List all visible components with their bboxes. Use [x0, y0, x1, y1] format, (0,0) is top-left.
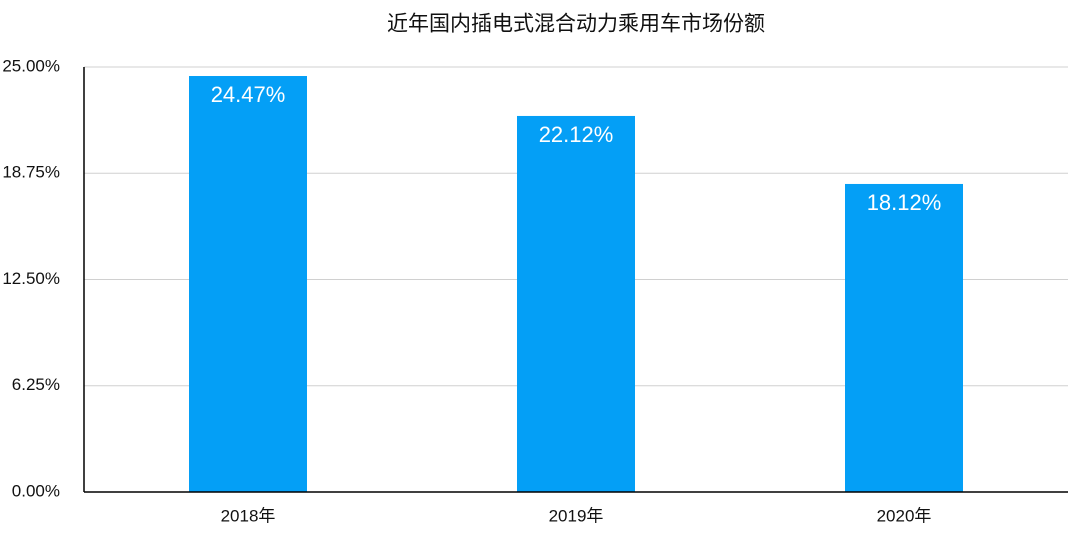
y-tick-label: 0.00%	[12, 481, 60, 500]
bar	[189, 76, 307, 492]
y-tick-label: 6.25%	[12, 375, 60, 394]
y-tick-label: 12.50%	[2, 269, 60, 288]
x-tick-label: 2018年	[221, 506, 276, 525]
y-tick-label: 18.75%	[2, 163, 60, 182]
value-label: 18.12%	[867, 190, 942, 215]
chart-title: 近年国内插电式混合动力乘用车市场份额	[387, 13, 765, 36]
bar	[845, 183, 963, 492]
x-tick-label: 2020年	[877, 506, 932, 525]
y-tick-label: 25.00%	[2, 56, 60, 75]
bar	[517, 115, 635, 493]
value-label: 22.12%	[539, 122, 614, 147]
x-tick-label: 2019年	[549, 506, 604, 525]
value-label: 24.47%	[211, 82, 286, 107]
